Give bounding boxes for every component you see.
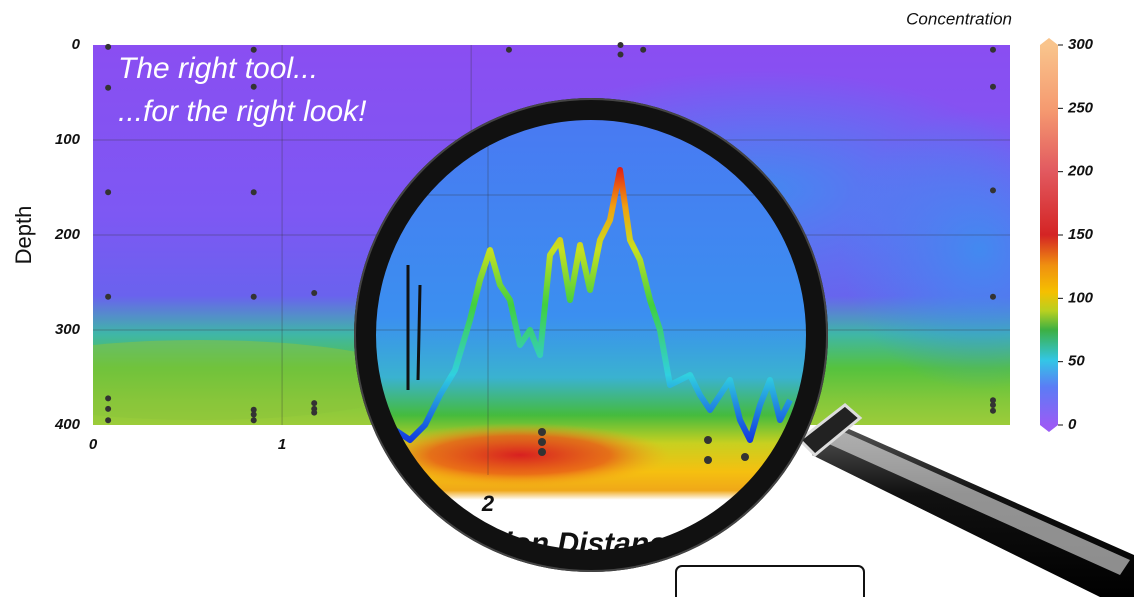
sample-point xyxy=(105,417,111,423)
chart: The right tool... ...for the right look!… xyxy=(0,0,1134,597)
zoomed-marker xyxy=(418,285,420,380)
sample-point xyxy=(990,402,996,408)
sample-point xyxy=(105,85,111,91)
sample-point xyxy=(618,42,624,48)
y-tick-label: 300 xyxy=(55,321,81,338)
zoomed-x-tick-label: 2 xyxy=(481,491,495,516)
y-axis-label: Depth xyxy=(11,206,36,265)
sample-point xyxy=(251,294,257,300)
sample-point xyxy=(990,47,996,53)
zoomed-sample xyxy=(538,448,546,456)
y-tick-label: 0 xyxy=(72,36,81,53)
sample-point xyxy=(105,406,111,412)
colorbar-cap xyxy=(1040,425,1058,432)
x-tick-label: 0 xyxy=(89,436,98,453)
colorbar-tick-label: 50 xyxy=(1068,353,1085,370)
zoomed-sample xyxy=(538,428,546,436)
colorbar-tick-label: 150 xyxy=(1068,226,1094,243)
sample-point xyxy=(640,47,646,53)
sample-point xyxy=(990,187,996,193)
colorbar-tick-label: 0 xyxy=(1068,416,1077,433)
sample-point xyxy=(251,189,257,195)
y-tick-label: 100 xyxy=(55,131,81,148)
y-tick-label: 400 xyxy=(54,416,81,433)
sample-point xyxy=(105,294,111,300)
colorbar-tick-label: 250 xyxy=(1067,99,1094,116)
colorbar-tick-label: 300 xyxy=(1068,36,1094,53)
headline: The right tool... xyxy=(118,52,318,85)
colorbar-title: Concentration xyxy=(906,9,1012,28)
sample-point xyxy=(990,84,996,90)
sample-point xyxy=(105,189,111,195)
zoomed-sample xyxy=(704,456,712,464)
colorbar-cap xyxy=(1040,38,1058,45)
colorbar xyxy=(1040,45,1058,425)
y-tick-label: 200 xyxy=(54,226,81,243)
sample-point xyxy=(311,290,317,296)
sample-point xyxy=(251,412,257,418)
sample-point xyxy=(990,408,996,414)
sample-point xyxy=(506,47,512,53)
contour-patch xyxy=(840,110,1120,390)
headline: ...for the right look! xyxy=(118,95,367,128)
colorbar-tick-label: 200 xyxy=(1067,163,1094,180)
button[interactable] xyxy=(676,566,864,597)
colorbar-tick-label: 100 xyxy=(1068,289,1094,306)
sample-point xyxy=(311,410,317,416)
zoomed-sample xyxy=(704,436,712,444)
sample-point xyxy=(311,400,317,406)
handle-highlight xyxy=(820,428,1130,575)
zoomed-sample xyxy=(538,438,546,446)
magnifier: 2 tion Distanc xyxy=(355,99,1134,597)
zoomed-sample xyxy=(741,453,749,461)
sample-point xyxy=(990,294,996,300)
sample-point xyxy=(105,395,111,401)
sample-point xyxy=(251,417,257,423)
x-tick-label: 1 xyxy=(278,436,286,453)
sample-point xyxy=(105,44,111,50)
sample-point xyxy=(618,52,624,58)
